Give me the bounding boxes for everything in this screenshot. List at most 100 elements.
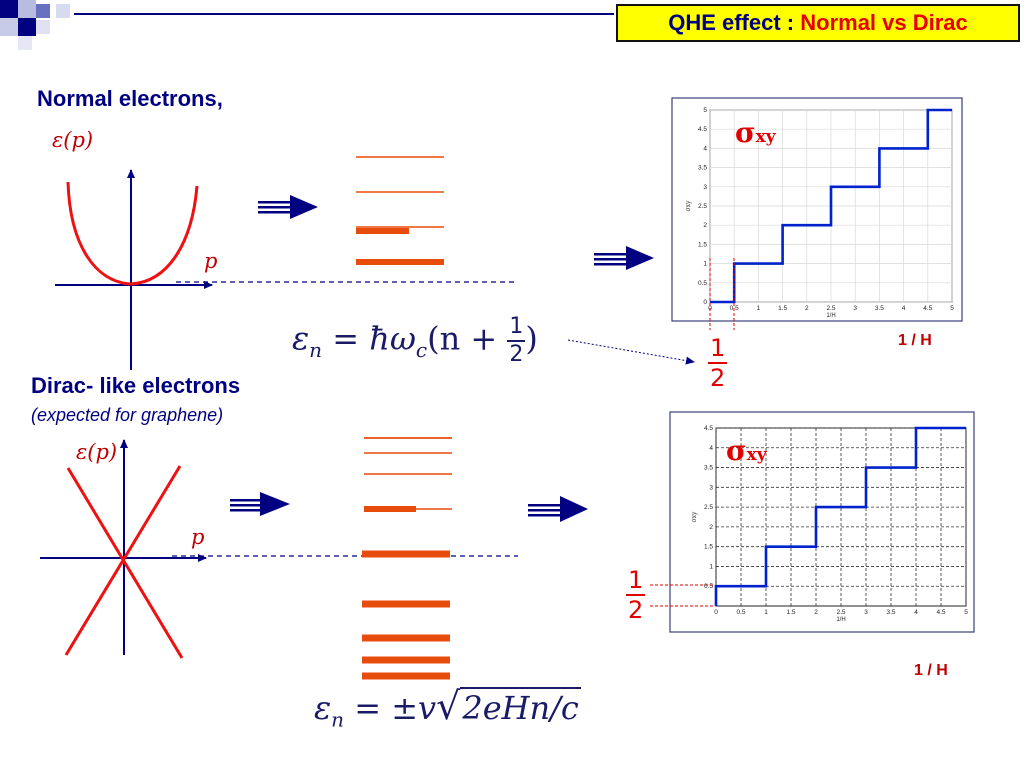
x-axis-label: 1/H — [836, 617, 845, 623]
x-tick-label: 5 — [950, 305, 954, 312]
formula-subscript: n — [309, 337, 323, 362]
fraction-denominator: 2 — [509, 342, 524, 367]
flow-arrow — [230, 492, 290, 516]
header-rule — [74, 13, 614, 15]
y-tick-label: 4 — [709, 445, 713, 452]
normal-parabola — [66, 181, 199, 286]
fraction-bar — [626, 594, 646, 596]
formula-equals: = ± — [344, 689, 419, 727]
x-tick-label: 5 — [964, 609, 968, 616]
deco-square — [18, 36, 32, 50]
normal-energy-label: ε(p) — [52, 128, 94, 152]
y-tick-label: 0.5 — [698, 280, 707, 287]
y-tick-label: 1.5 — [704, 544, 713, 551]
formula-hbar-omega: ħω — [369, 319, 416, 358]
sigma-subscript: xy — [746, 445, 767, 465]
formula-epsilon: ε — [314, 689, 332, 727]
deco-square — [0, 18, 18, 36]
y-tick-label: 1 — [703, 261, 707, 268]
chart-frame — [669, 411, 975, 633]
sigma-symbol: σ — [726, 434, 747, 467]
fraction-bar — [507, 340, 526, 342]
half-pointer — [567, 339, 695, 365]
dirac-sigma-label: σxy — [726, 434, 767, 467]
y-tick-label: 1.5 — [698, 241, 707, 248]
x-tick-label: 1.5 — [778, 305, 787, 312]
deco-square — [18, 0, 36, 18]
y-tick-label: 4.5 — [704, 425, 713, 432]
fraction-bar — [708, 362, 728, 364]
dirac-energy-label: ε(p) — [76, 440, 118, 464]
y-tick-label: 1 — [709, 563, 713, 570]
x-tick-label: 4 — [914, 609, 918, 616]
x-tick-label: 3.5 — [886, 609, 895, 616]
fraction-numerator: 1 — [710, 334, 726, 362]
sigma-subscript: xy — [755, 127, 776, 147]
formula-velocity: v — [418, 689, 437, 727]
y-tick-label: 3.5 — [704, 465, 713, 472]
fraction-numerator: 1 — [628, 566, 644, 594]
y-tick-label: 4.5 — [698, 126, 707, 133]
deco-square — [36, 4, 50, 18]
x-tick-label: 2.5 — [836, 609, 845, 616]
normal-landau-levels — [356, 156, 444, 265]
x-tick-label: 4.5 — [923, 305, 932, 312]
formula-equals: = — [322, 319, 370, 358]
x-tick-label: 3.5 — [875, 305, 884, 312]
dirac-subheading: (expected for graphene) — [31, 405, 224, 425]
normal-landau-formula: εn = ħωc(n + 1 2) — [292, 316, 538, 366]
normal-sigma-label: σxy — [735, 116, 776, 149]
x-tick-label: 0 — [714, 609, 718, 616]
dirac-cone-branch — [64, 465, 182, 656]
x-tick-label: 2.5 — [826, 305, 835, 312]
x-tick-label: 2 — [805, 305, 809, 312]
y-axis-label: σxy — [691, 511, 698, 522]
formula-subscript: n — [331, 707, 345, 732]
dirac-heading: Dirac- like electrons — [31, 373, 241, 398]
formula-subscript: c — [415, 337, 428, 362]
series-line — [714, 426, 966, 606]
fraction-denominator: 2 — [710, 364, 726, 392]
flow-arrow — [258, 195, 318, 219]
y-tick-label: 2.5 — [698, 203, 707, 210]
sigma-symbol: σ — [735, 116, 756, 149]
sqrt-sign: √ — [436, 684, 461, 728]
flow-arrow — [528, 496, 588, 522]
y-axis-label: σxy — [685, 200, 692, 211]
x-tick-label: 3 — [864, 609, 868, 616]
x-tick-label: 1 — [764, 609, 768, 616]
dirac-landau-formula: εn = ±v√2eHn/c — [314, 684, 581, 731]
title-highlight: Normal vs Dirac — [800, 10, 968, 35]
deco-square — [36, 20, 50, 34]
x-tick-label: 4 — [902, 305, 906, 312]
x-tick-label: 1.5 — [786, 609, 795, 616]
formula-epsilon: ε — [292, 319, 310, 358]
y-tick-label: 4 — [703, 145, 707, 152]
y-tick-label: 5 — [703, 107, 707, 114]
dirac-cone-branch — [66, 467, 184, 659]
y-tick-label: 2 — [709, 524, 713, 531]
fraction-numerator: 1 — [509, 314, 524, 339]
x-tick-label: 3 — [853, 305, 857, 312]
deco-square — [0, 0, 18, 18]
chart-plot-dirac: 0 0.5 1 1.5 2 2.5 3 3.5 4 4.5 5 0.5 1 1.5 2 2.5 3 3.5 4 4.5… — [691, 425, 968, 623]
formula-paren-close: ) — [525, 319, 538, 358]
y-tick-label: 3 — [709, 484, 713, 491]
deco-square — [18, 18, 36, 36]
y-tick-label: 3 — [703, 184, 707, 191]
slide-title: QHE effect : Normal vs Dirac — [616, 4, 1020, 42]
dirac-landau-levels — [362, 437, 452, 680]
normal-heading: Normal electrons, — [37, 86, 223, 111]
x-tick-label: 2 — [814, 609, 818, 616]
dirac-axis-note: 1 / H — [914, 662, 948, 679]
deco-square — [56, 4, 70, 18]
y-tick-label: 0.5 — [704, 583, 713, 590]
normal-axis-note: 1 / H — [898, 332, 932, 349]
x-tick-label: 1 — [757, 305, 761, 312]
x-axis-label: 1/H — [826, 313, 835, 319]
chart-frame — [671, 97, 963, 322]
x-tick-label: 0.5 — [736, 609, 745, 616]
y-tick-label: 3.5 — [698, 165, 707, 172]
